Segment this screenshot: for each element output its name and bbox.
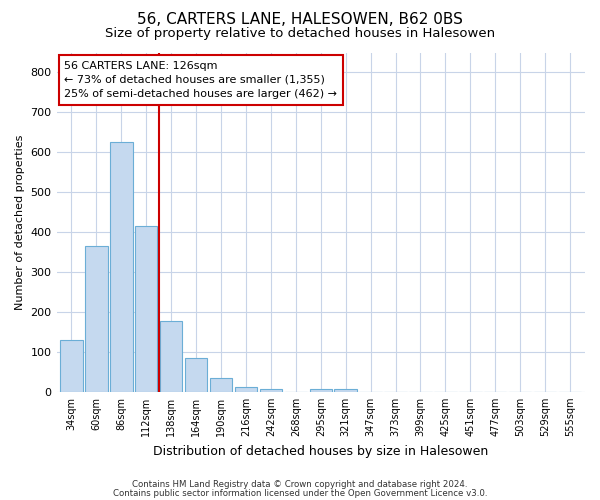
Bar <box>210 378 232 392</box>
Bar <box>110 142 133 392</box>
Y-axis label: Number of detached properties: Number of detached properties <box>15 134 25 310</box>
Text: 56, CARTERS LANE, HALESOWEN, B62 0BS: 56, CARTERS LANE, HALESOWEN, B62 0BS <box>137 12 463 28</box>
X-axis label: Distribution of detached houses by size in Halesowen: Distribution of detached houses by size … <box>153 444 488 458</box>
Bar <box>235 386 257 392</box>
Bar <box>310 388 332 392</box>
Text: 56 CARTERS LANE: 126sqm
← 73% of detached houses are smaller (1,355)
25% of semi: 56 CARTERS LANE: 126sqm ← 73% of detache… <box>64 61 337 99</box>
Text: Size of property relative to detached houses in Halesowen: Size of property relative to detached ho… <box>105 28 495 40</box>
Bar <box>85 246 107 392</box>
Bar <box>260 389 282 392</box>
Bar <box>60 340 83 392</box>
Bar <box>135 226 157 392</box>
Text: Contains HM Land Registry data © Crown copyright and database right 2024.: Contains HM Land Registry data © Crown c… <box>132 480 468 489</box>
Bar <box>160 321 182 392</box>
Bar <box>185 358 208 392</box>
Bar <box>334 388 357 392</box>
Text: Contains public sector information licensed under the Open Government Licence v3: Contains public sector information licen… <box>113 489 487 498</box>
